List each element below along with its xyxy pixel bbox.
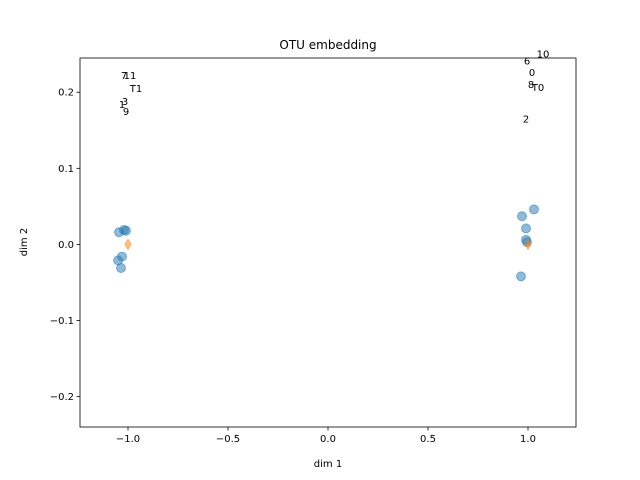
point-annotation: 7	[121, 71, 127, 82]
point-annotation: 2	[523, 114, 529, 125]
circle-marker	[529, 204, 539, 215]
point-annotation: T1	[129, 84, 142, 95]
x-axis-label: dim 1	[314, 459, 342, 470]
point-annotation: 9	[123, 107, 129, 118]
point-annotation: 1	[119, 100, 125, 111]
point-annotation: 8	[528, 80, 534, 91]
point-annotation: 3	[122, 97, 128, 108]
circle-marker	[516, 271, 526, 282]
point-annotation: 10	[537, 50, 550, 61]
y-tick-label: 0.0	[58, 240, 74, 251]
x-tick-label: 1.0	[520, 434, 536, 445]
y-tick-label: −0.1	[50, 316, 74, 327]
x-tick-label: −1.0	[116, 434, 140, 445]
data-markers	[113, 204, 539, 282]
y-axis-label: dim 2	[19, 228, 30, 256]
point-annotation: T0	[531, 83, 544, 94]
y-tick-label: 0.1	[58, 164, 74, 175]
circle-marker	[517, 211, 527, 222]
circle-marker	[121, 225, 131, 236]
point-annotation: 11	[124, 71, 137, 82]
point-annotation: 6	[524, 57, 530, 68]
x-tick-label: 0.0	[320, 434, 336, 445]
point-annotation: 0	[529, 68, 535, 79]
circle-marker	[117, 251, 127, 262]
x-tick-label: 0.5	[420, 434, 436, 445]
diamond-marker	[524, 238, 532, 251]
y-tick-label: −0.2	[50, 392, 74, 403]
plot-area-frame	[79, 57, 577, 428]
x-tick-label: −0.5	[216, 434, 240, 445]
y-axis-ticks: −0.2 −0.1 0.0 0.1 0.2	[50, 88, 80, 403]
circle-marker	[116, 262, 126, 273]
y-tick-label: 0.2	[58, 88, 74, 99]
chart-title: OTU embedding	[279, 38, 376, 52]
x-axis-ticks: −1.0 −0.5 0.0 0.5 1.0	[116, 427, 536, 445]
diamond-marker	[124, 238, 132, 251]
circle-marker	[521, 223, 531, 234]
